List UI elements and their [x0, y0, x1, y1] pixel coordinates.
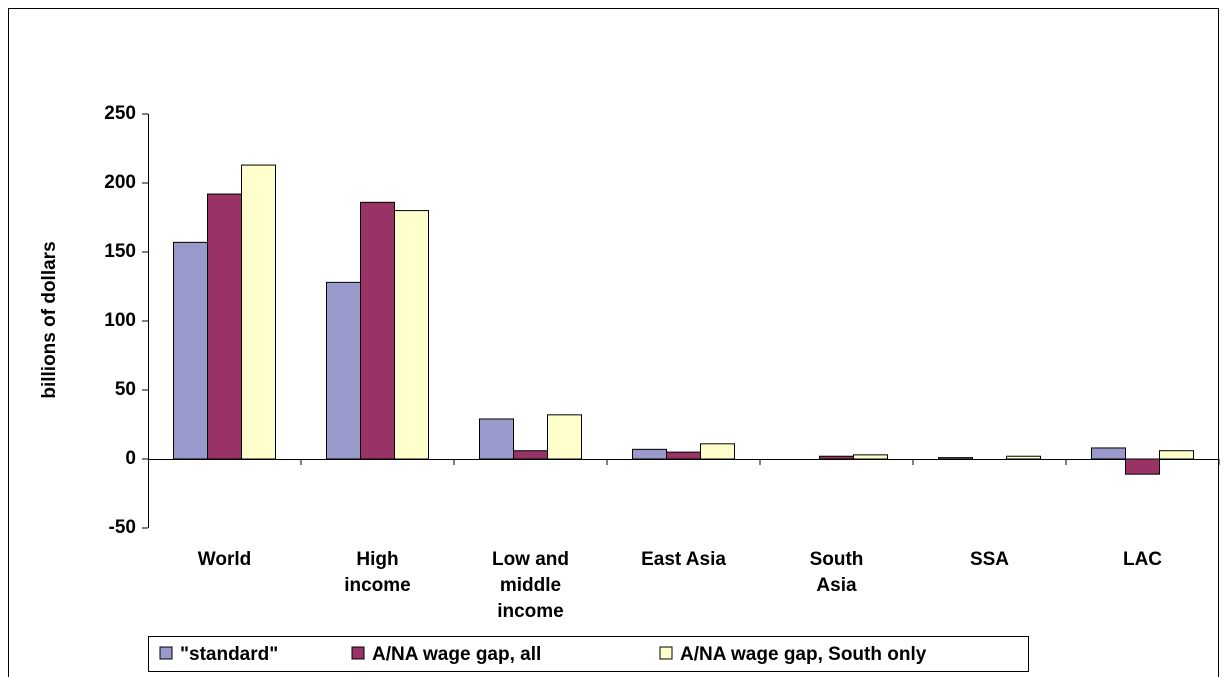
y-tick-label: 150: [104, 241, 136, 262]
bar: [632, 448, 667, 460]
bar: [241, 164, 276, 460]
bar: [360, 201, 395, 460]
x-tick-label: World: [197, 549, 252, 570]
bar: [207, 193, 242, 460]
x-tick-label: Low and middle income: [491, 549, 570, 622]
legend-swatch: [659, 646, 673, 660]
bar: [479, 418, 514, 460]
bar: [666, 451, 701, 460]
legend-swatch: [351, 646, 365, 660]
bar: [819, 455, 854, 460]
bar: [938, 457, 973, 460]
bar: [326, 281, 361, 460]
y-tick-label: 50: [115, 379, 136, 400]
x-tick-label: SSA: [969, 549, 1010, 570]
x-tick-label: High income: [344, 549, 411, 596]
legend-label: "standard": [180, 644, 278, 665]
bar: [1125, 458, 1160, 475]
bar: [173, 241, 208, 460]
x-tick-label: LAC: [1122, 549, 1163, 570]
bar: [394, 210, 429, 460]
bar: [1091, 447, 1126, 460]
legend-swatch: [159, 646, 173, 660]
x-tick-label: East Asia: [641, 549, 726, 570]
y-tick-label: 0: [125, 448, 136, 469]
bar: [700, 443, 735, 460]
y-tick-label: 100: [104, 310, 136, 331]
bar: [547, 414, 582, 460]
legend-label: A/NA wage gap, South only: [680, 644, 927, 665]
y-axis-title: billions of dollars: [39, 241, 60, 398]
chart-border: [8, 8, 1219, 677]
bar: [1006, 455, 1041, 460]
y-tick-label: 250: [104, 103, 136, 124]
bar: [513, 450, 548, 460]
y-tick-label: 200: [104, 172, 136, 193]
bar: [1159, 450, 1194, 460]
bar: [853, 454, 888, 460]
y-tick-label: -50: [109, 517, 136, 538]
x-tick-label: South Asia: [809, 549, 864, 596]
legend-label: A/NA wage gap, all: [372, 644, 541, 665]
legend-box: [148, 636, 1029, 672]
